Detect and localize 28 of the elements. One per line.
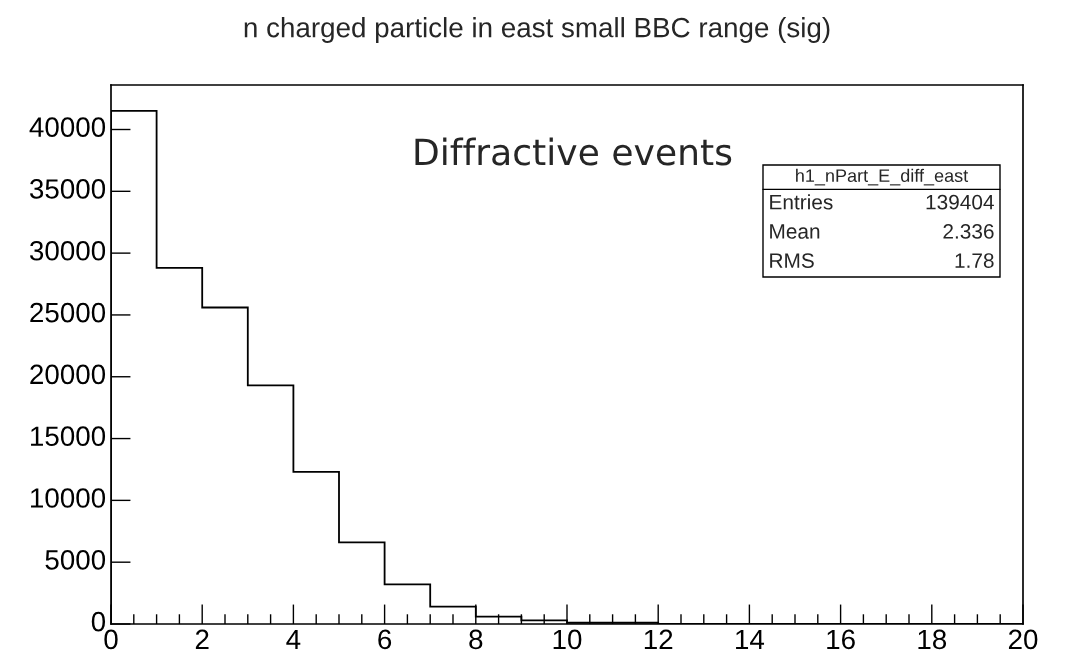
- y-tick-label: 40000: [29, 117, 106, 137]
- y-tick-label: 0: [91, 611, 106, 632]
- y-tick-label: 10000: [31, 488, 106, 508]
- annotation: 2.336: [943, 224, 994, 239]
- x-tick-label: 4: [286, 629, 301, 649]
- x-tick-label: 16: [827, 629, 855, 650]
- y-tick-label: 35000: [29, 179, 106, 199]
- y-tick-label: 20000: [30, 364, 106, 385]
- annotation: h1_nPart_E_diff_east: [796, 168, 969, 186]
- annotation: 1.78: [955, 253, 994, 268]
- x-tick-label: 8: [469, 629, 483, 650]
- x-tick-label: 2: [195, 629, 209, 649]
- x-tick-label: 20: [1008, 629, 1038, 650]
- annotation: Mean: [770, 224, 820, 239]
- y-tick-label: 5000: [45, 549, 106, 570]
- x-tick-label: 6: [378, 629, 392, 650]
- x-tick-label: 18: [918, 629, 947, 650]
- y-tick-label: 15000: [31, 426, 106, 447]
- x-tick-label: 10: [553, 629, 582, 650]
- y-tick-label: 30000: [29, 240, 106, 261]
- annotation: Entries: [770, 194, 833, 210]
- x-tick-label: 14: [736, 629, 765, 649]
- annotation: 139404: [926, 194, 994, 210]
- y-tick-label: 25000: [30, 302, 106, 323]
- annotation: RMS: [770, 253, 814, 268]
- annotation: Diffractive events: [415, 137, 732, 166]
- chart-title: n charged particle in east small BBC range (sig): [244, 17, 830, 43]
- x-tick-label: 12: [644, 629, 673, 649]
